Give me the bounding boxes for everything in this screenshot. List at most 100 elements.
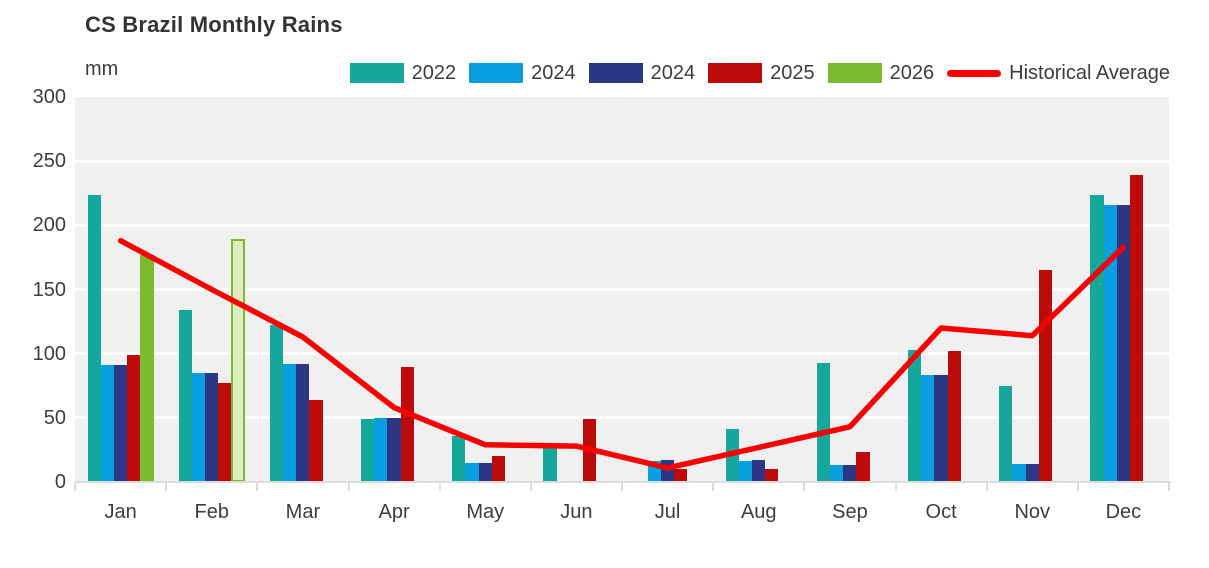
bar-slot (921, 375, 935, 482)
bar-2025-dec (1129, 175, 1144, 482)
bar-2025-feb (218, 383, 232, 482)
month-cell-jan (75, 97, 166, 482)
x-tick-label-may: May (466, 501, 505, 523)
x-tick-label-oct: Oct (925, 501, 957, 523)
bar-2024-may (478, 462, 492, 482)
gridline-150 (75, 288, 1169, 291)
bar-2022-oct (908, 349, 922, 482)
bar-slot (738, 461, 753, 482)
x-axis-tick (985, 483, 988, 491)
bar-2026-jan (140, 254, 154, 482)
bar-2024-apr (387, 417, 401, 482)
legend-line-swatch (947, 69, 1002, 77)
legend-label: 2022 (411, 61, 457, 84)
bar-slot (140, 254, 154, 482)
legend-label: 2025 (770, 61, 815, 84)
bar-slot (191, 372, 206, 482)
y-tick-label-200: 200 (32, 214, 66, 237)
legend-item-2026: 2026 (827, 62, 934, 85)
bar-group-oct (908, 97, 974, 482)
y-tick-label-50: 50 (43, 406, 66, 429)
bar-2024-nov (1012, 464, 1026, 482)
x-axis-tick (894, 483, 897, 491)
gridline-50 (75, 416, 1169, 420)
chart-legend: 2022 2024 2024 2025 2026 Historical Average (349, 60, 1170, 86)
bar-2024-nov (1025, 464, 1039, 482)
bar-2024-sep (843, 465, 857, 482)
bar-group-may (452, 97, 518, 482)
bar-2022-mar (269, 325, 284, 482)
bar-slot (934, 375, 948, 482)
bar-2022-may (452, 435, 466, 482)
bar-slot (387, 417, 401, 482)
bar-2025-jan (127, 354, 141, 482)
bar-2025-may (491, 456, 505, 482)
bar-slot (283, 363, 297, 482)
bar-2024-jan (100, 365, 114, 482)
bar-slot (752, 460, 766, 482)
bar-slot (1103, 204, 1117, 482)
bar-slot (856, 452, 870, 482)
legend-color-swatch (827, 63, 882, 83)
bar-2025-jul (674, 469, 688, 482)
legend-color-swatch (708, 63, 763, 83)
x-tick-label-aug: Aug (740, 501, 777, 523)
gridline-250 (75, 159, 1169, 163)
bar-group-jan (87, 97, 154, 482)
x-tick-label-mar: Mar (285, 501, 321, 523)
legend-label: Historical Average (1009, 61, 1170, 84)
bar-slot (543, 443, 557, 482)
bar-slot (127, 354, 141, 482)
x-axis-tick (1076, 483, 1079, 491)
x-axis-tick (347, 483, 350, 491)
bar-slot (218, 383, 232, 482)
bar-2024-aug (752, 460, 766, 482)
bar-slot (113, 365, 128, 482)
bar-2024-oct (934, 375, 948, 482)
bar-slot (452, 435, 466, 482)
legend-item-2025: 2025 (708, 62, 815, 85)
legend-item-2022: 2022 (349, 61, 457, 85)
bar-slot (178, 310, 192, 482)
historical-average-line (117, 237, 1127, 471)
month-cell-oct (896, 97, 987, 482)
bar-2024-may (465, 462, 479, 482)
bar-2022-jun (543, 443, 557, 482)
historical-average-line-layer (117, 237, 1127, 471)
x-tick-label-jan: Jan (104, 501, 137, 523)
bar-slot (491, 456, 505, 482)
bar-2022-apr (361, 419, 375, 482)
bar-slot (309, 399, 323, 482)
x-axis-tick (621, 483, 623, 491)
legend-label: 2024 (531, 61, 576, 84)
bar-group-mar (269, 97, 336, 482)
bar-slot (999, 385, 1013, 482)
month-cell-apr (349, 97, 440, 482)
y-tick-label-300: 300 (32, 86, 66, 108)
bar-slot (100, 365, 114, 482)
bar-slot (361, 419, 375, 482)
x-axis-tick (1168, 483, 1170, 491)
bar-2024-aug (738, 461, 753, 482)
bar-slot (1129, 175, 1144, 482)
month-cell-mar (257, 97, 348, 482)
bar-group-apr (361, 97, 427, 482)
legend-color-swatch (349, 63, 404, 83)
legend-color-swatch (588, 63, 643, 83)
legend-color-swatch (469, 63, 524, 83)
bar-2022-nov (999, 385, 1013, 482)
bar-2024-apr (374, 417, 388, 482)
x-tick-label-apr: Apr (378, 501, 410, 523)
bar-slot (830, 465, 844, 482)
bar-2022-sep (816, 362, 831, 482)
bar-2024-feb (191, 372, 206, 482)
y-tick-label-0: 0 (54, 471, 66, 493)
bar-2025-apr (400, 366, 414, 482)
bar-slot (374, 417, 388, 482)
x-tick-label-sep: Sep (832, 501, 868, 523)
gridline-200 (75, 223, 1169, 227)
bar-slot (843, 465, 857, 482)
y-tick-label-150: 150 (32, 278, 66, 301)
x-axis-tick (165, 483, 168, 491)
bar-slot (947, 351, 961, 482)
